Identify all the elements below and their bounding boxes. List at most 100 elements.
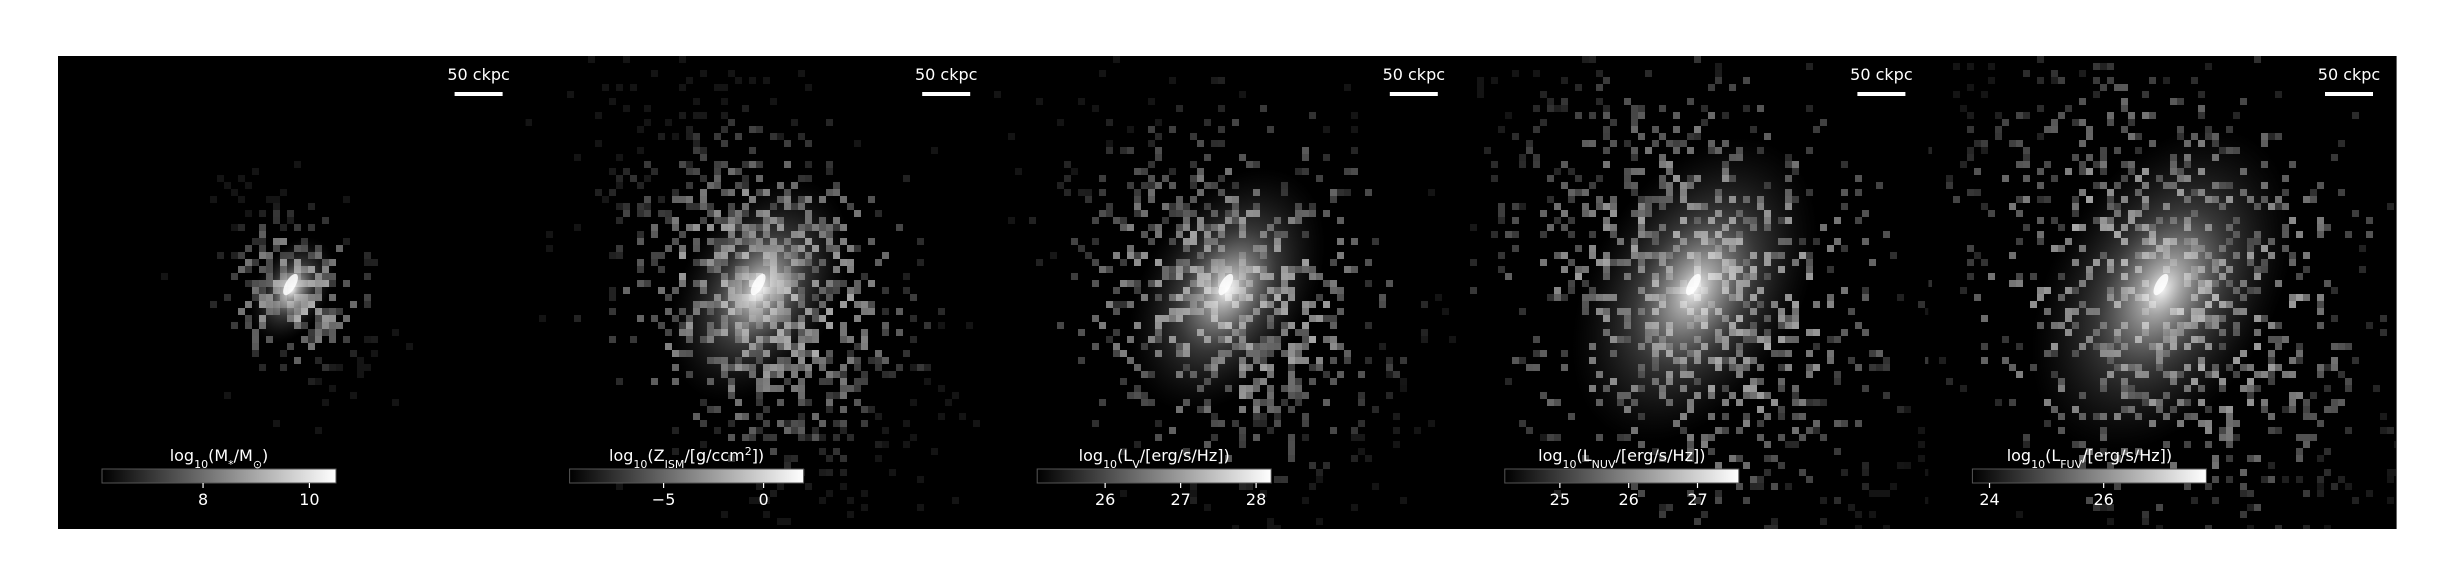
pixel <box>700 196 707 203</box>
pixel <box>1113 350 1120 357</box>
pixel <box>1554 399 1561 406</box>
pixel <box>1596 70 1603 77</box>
pixel <box>1393 371 1400 378</box>
pixel <box>616 217 623 224</box>
pixel <box>1659 455 1666 462</box>
pixel <box>1155 147 1162 154</box>
pixel <box>1750 392 1757 399</box>
pixel <box>1302 343 1309 350</box>
pixel <box>819 434 826 441</box>
pixel <box>2296 392 2303 399</box>
pixel <box>1519 154 1526 161</box>
pixel <box>1106 301 1113 308</box>
pixel <box>1281 476 1288 483</box>
pixel <box>273 245 280 252</box>
pixel <box>1015 574 1022 581</box>
pixel <box>2023 175 2030 182</box>
pixel <box>2219 560 2226 567</box>
pixel <box>1323 210 1330 217</box>
pixel <box>1148 175 1155 182</box>
pixel <box>861 329 868 336</box>
pixel <box>784 140 791 147</box>
pixel <box>1015 21 1022 28</box>
pixel <box>2331 343 2338 350</box>
pixel <box>693 28 700 35</box>
pixel <box>798 133 805 140</box>
pixel <box>1596 21 1603 28</box>
pixel <box>1904 462 1911 469</box>
pixel <box>1659 105 1666 112</box>
pixel <box>539 315 546 322</box>
pixel <box>2268 336 2275 343</box>
pixel <box>777 518 784 525</box>
pixel <box>658 322 665 329</box>
pixel <box>2310 434 2317 441</box>
pixel <box>1638 168 1645 175</box>
pixel <box>1589 252 1596 259</box>
pixel <box>2303 434 2310 441</box>
pixel <box>2163 77 2170 84</box>
pixel <box>1232 525 1239 529</box>
label-part: /[erg/s/Hz]) <box>2082 446 2172 465</box>
pixel <box>840 483 847 490</box>
colorbar-tick-label: 26 <box>1619 490 1639 509</box>
pixel <box>2366 490 2373 497</box>
pixel <box>784 455 791 462</box>
pixel <box>1582 455 1589 462</box>
pixel <box>1778 539 1785 546</box>
pixel <box>1813 301 1820 308</box>
pixel <box>2289 399 2296 406</box>
pixel <box>1869 259 1876 266</box>
pixel <box>1981 147 1988 154</box>
pixel <box>1337 343 1344 350</box>
pixel <box>819 420 826 427</box>
pixel <box>700 70 707 77</box>
pixel <box>2380 329 2387 336</box>
pixel <box>1631 154 1638 161</box>
pixel <box>1316 364 1323 371</box>
label-part: /[erg/s/Hz]) <box>1615 446 1705 465</box>
pixel <box>2051 245 2058 252</box>
pixel <box>1169 168 1176 175</box>
pixel <box>1120 378 1127 385</box>
pixel <box>1134 441 1141 448</box>
pixel <box>1400 497 1407 504</box>
pixel <box>1148 161 1155 168</box>
pixel <box>1946 378 1953 385</box>
pixel <box>1113 301 1120 308</box>
pixel <box>1561 77 1568 84</box>
pixel <box>1099 189 1106 196</box>
pixel <box>1414 427 1421 434</box>
pixel <box>1330 259 1337 266</box>
pixel <box>1134 196 1141 203</box>
pixel <box>1169 203 1176 210</box>
pixel <box>1162 203 1169 210</box>
pixel <box>1316 315 1323 322</box>
pixel <box>770 434 777 441</box>
pixel <box>1883 392 1890 399</box>
pixel <box>672 196 679 203</box>
pixel <box>238 224 245 231</box>
pixel <box>2135 147 2142 154</box>
pixel <box>1974 140 1981 147</box>
pixel <box>693 112 700 119</box>
pixel <box>1428 189 1435 196</box>
pixel <box>2240 511 2247 518</box>
pixel <box>2128 112 2135 119</box>
pixel <box>686 161 693 168</box>
pixel <box>707 406 714 413</box>
scalebar-label: 50 ckpc <box>1383 65 1445 84</box>
pixel <box>616 203 623 210</box>
pixel <box>2156 532 2163 539</box>
pixel <box>2240 469 2247 476</box>
pixel <box>2317 455 2324 462</box>
pixel <box>329 364 336 371</box>
pixel <box>1547 196 1554 203</box>
pixel <box>637 182 644 189</box>
pixel <box>2086 154 2093 161</box>
pixel <box>1729 455 1736 462</box>
pixel <box>2037 105 2044 112</box>
label-part: 10 <box>1103 458 1117 471</box>
pixel <box>1827 245 1834 252</box>
pixel <box>2289 357 2296 364</box>
